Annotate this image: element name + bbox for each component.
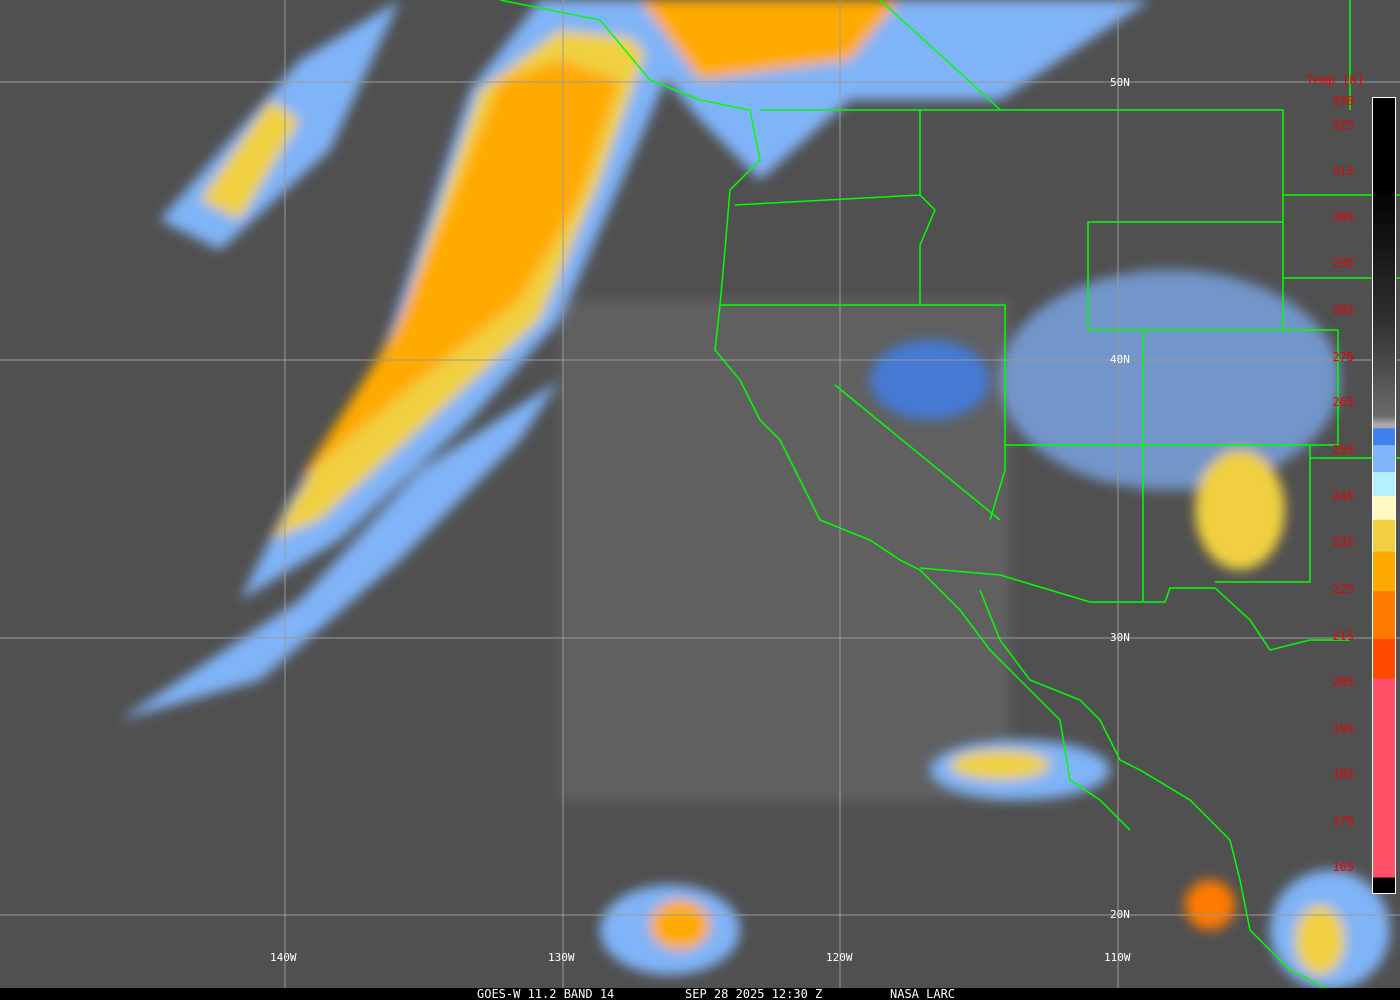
colorbar-label: 305 (1332, 210, 1354, 224)
colorbar-label: 295 (1332, 256, 1354, 270)
caption-source: NASA LARC (890, 987, 956, 1000)
cloud-features (120, 0, 1390, 990)
colorbar-label: 185 (1332, 767, 1354, 781)
colorbar-label: 235 (1332, 535, 1354, 549)
lon-label: 120W (826, 951, 853, 964)
colorbar-label: 215 (1332, 629, 1354, 643)
colorbar-label: 315 (1332, 164, 1354, 178)
colorbar-label: 330 (1332, 94, 1354, 108)
colorbar-label: 175 (1332, 814, 1354, 828)
political-borders (499, 0, 1400, 991)
lon-label: 130W (548, 951, 575, 964)
colorbar-label: 205 (1332, 675, 1354, 689)
colorbar-title: Temp [K] (1306, 73, 1364, 87)
caption-satellite: GOES-W 11.2 BAND 14 (477, 987, 615, 1000)
temperature-colorbar (1372, 97, 1396, 894)
lat-label: 40N (1110, 353, 1130, 366)
image-caption: GOES-W 11.2 BAND 14 SEP 28 2025 12:30 Z … (0, 988, 1400, 1000)
colorbar-label: 325 (1332, 118, 1354, 132)
colorbar-label: 265 (1332, 395, 1354, 409)
colorbar-label: 255 (1332, 443, 1354, 457)
colorbar-label: 245 (1332, 489, 1354, 503)
colorbar-label: 285 (1332, 303, 1354, 317)
colorbar-label: 225 (1332, 582, 1354, 596)
lat-label: 20N (1110, 908, 1130, 921)
lon-label: 110W (1104, 951, 1131, 964)
lat-label: 30N (1110, 631, 1130, 644)
lat-label: 50N (1110, 76, 1130, 89)
colorbar-label: 275 (1332, 350, 1354, 364)
colorbar-label: 165 (1332, 860, 1354, 874)
colorbar-label: 195 (1332, 722, 1354, 736)
caption-datetime: SEP 28 2025 12:30 Z (685, 987, 823, 1000)
lon-label: 140W (270, 951, 297, 964)
